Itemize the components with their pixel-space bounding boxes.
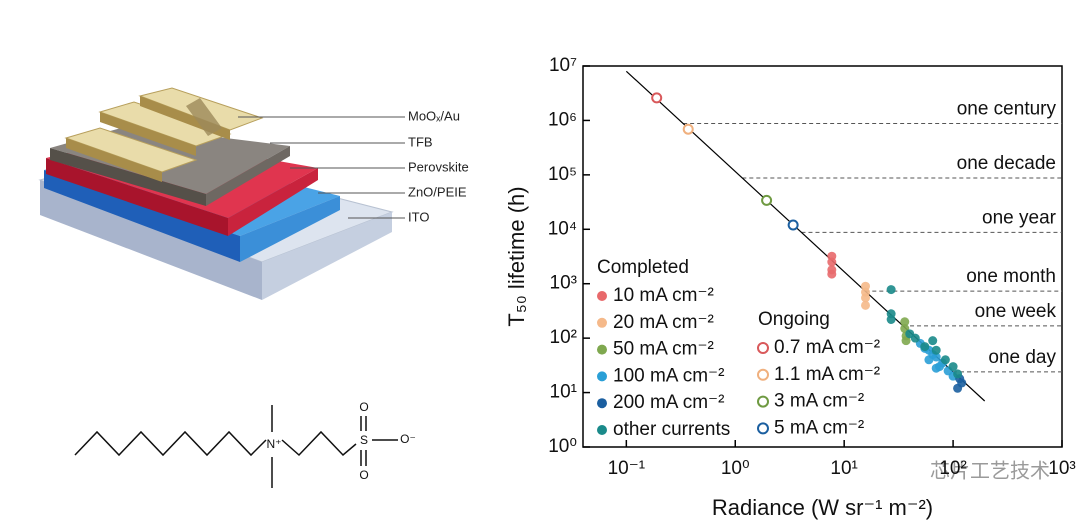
atom: S (360, 433, 368, 447)
x-tick-label: 10³ (1048, 458, 1075, 479)
data-point (931, 363, 941, 373)
legend-marker (757, 368, 769, 381)
molecule (74, 405, 398, 488)
data-point (886, 315, 896, 325)
data-point (931, 345, 941, 355)
annotation: one year (982, 207, 1057, 228)
legend-label: other currents (613, 419, 730, 440)
atom: O⁻ (400, 432, 416, 446)
ito-side (40, 180, 262, 300)
legend-marker (597, 425, 607, 435)
electrode (100, 112, 196, 156)
data-point (861, 293, 871, 303)
y-tick-label: 10⁰ (548, 436, 577, 457)
tfb-side (50, 148, 206, 206)
atom: O (359, 468, 368, 482)
data-point (900, 317, 910, 327)
data-point (931, 352, 941, 362)
electrode (66, 138, 162, 182)
data-point (901, 336, 911, 346)
data-point (827, 269, 837, 279)
layer-label: Perovskite (408, 159, 469, 174)
y-tick-label: 10⁶ (548, 109, 577, 130)
data-point (861, 300, 871, 310)
layer-label: ZnO/PEIE (408, 184, 467, 199)
ito-front (262, 212, 392, 300)
data-point (940, 355, 950, 365)
x-tick-label: 10² (939, 458, 966, 479)
data-point (957, 378, 967, 388)
x-tick-label: 10⁻¹ (608, 458, 646, 479)
legend-label: 50 mA cm⁻² (613, 339, 714, 360)
data-point (924, 355, 934, 365)
data-point (886, 285, 896, 295)
x-tick-label: 10⁰ (721, 458, 750, 479)
y-tick-label: 10³ (550, 273, 577, 294)
layer-label: TFB (408, 134, 433, 149)
legend-label: 3 mA cm⁻² (774, 391, 864, 412)
data-point (761, 194, 773, 206)
legend-marker (597, 344, 607, 355)
layer-label: ITO (408, 209, 429, 224)
x-axis-label: Radiance (W sr⁻¹ m⁻²) (712, 495, 933, 520)
legend-marker (757, 422, 769, 435)
y-tick-label: 10² (550, 327, 577, 348)
layer-label: MoOₓ/Au (408, 108, 460, 123)
data-point (910, 333, 920, 343)
legend-label: 5 mA cm⁻² (774, 417, 864, 438)
leaders (238, 116, 405, 219)
perovskite-side (46, 158, 228, 236)
device-stack: MoOₓ/Au TFB Perovskite ZnO/PEIE ITO (38, 87, 469, 300)
watermark: 芯片工艺技术 (930, 459, 1050, 482)
data-point (787, 219, 799, 231)
data-point (953, 369, 963, 379)
y-axis-label: T₅₀ lifetime (h) (504, 186, 529, 326)
legend-label: 100 mA cm⁻² (613, 365, 724, 386)
annotation: one week (975, 301, 1057, 322)
x-tick-label: 10¹ (830, 458, 857, 479)
perovskite-front (228, 168, 318, 236)
annotation: one month (966, 266, 1056, 287)
legend-label: 200 mA cm⁻² (613, 392, 724, 413)
data-point (827, 257, 837, 267)
y-tick-label: 10⁵ (548, 164, 577, 185)
propyl (281, 430, 357, 457)
legend-title: Completed (597, 257, 689, 278)
y-tick-label: 10⁷ (549, 55, 577, 76)
legend-label: 1.1 mA cm⁻² (774, 364, 880, 385)
tfb-front (206, 146, 290, 206)
legend-label: 10 mA cm⁻² (613, 285, 714, 306)
annotation: one decade (957, 153, 1056, 174)
legend-marker (597, 317, 607, 328)
data-point (651, 92, 663, 104)
y-tick-label: 10¹ (550, 382, 577, 403)
data-point (948, 362, 958, 372)
zno-front (240, 196, 340, 262)
y-tick-label: 10⁴ (548, 218, 577, 239)
legend-marker (597, 291, 607, 301)
annotation: one day (988, 347, 1056, 368)
legend-label: 0.7 mA cm⁻² (774, 337, 880, 358)
electrodes (64, 87, 264, 182)
moox (186, 98, 222, 136)
plot-frame (582, 65, 1063, 448)
legend-marker (597, 371, 607, 382)
legend-marker (757, 395, 769, 408)
legend-marker (597, 398, 607, 409)
legend-marker (757, 342, 769, 354)
data-point (928, 336, 938, 346)
alkyl-chain (74, 430, 267, 457)
atom: O (359, 400, 368, 414)
atom: N⁺ (267, 437, 282, 451)
legend-title: Ongoing (758, 309, 830, 330)
legend-label: 20 mA cm⁻² (613, 312, 714, 333)
zno-side (44, 170, 240, 262)
data-point (920, 342, 930, 352)
data-point (682, 123, 694, 135)
annotation: one century (957, 99, 1057, 120)
